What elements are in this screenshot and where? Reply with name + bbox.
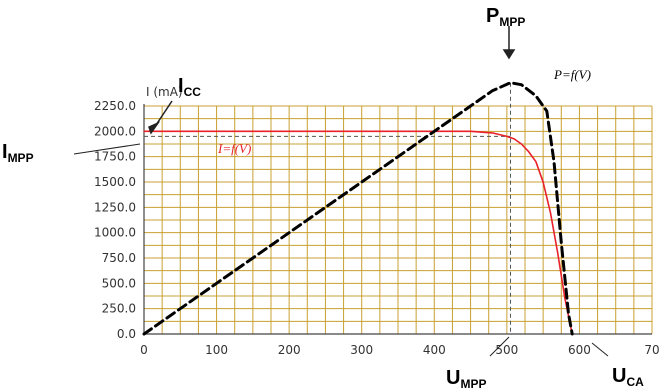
pmpp-annotation: PMPP [486, 5, 525, 29]
icc-arrowhead [148, 121, 161, 135]
axis-ticks: 0.0 250.0 500.0 750.0 1000.0 1250.0 1500.0 1750… [94, 99, 659, 357]
y-tick-label: 1750.0 [94, 150, 136, 164]
y-tick-label: 750.0 [102, 251, 136, 265]
y-axis-label: I (mA) [146, 85, 183, 99]
x-tick-label: 0 [140, 343, 148, 357]
y-tick-label: 2250.0 [94, 99, 136, 113]
uca-annotation: UCA [612, 365, 644, 389]
y-tick-label: 250.0 [102, 302, 136, 316]
impp-annotation: IMPP [2, 141, 34, 165]
series-line-power [142, 81, 574, 336]
x-tick-label: 300 [350, 343, 373, 357]
umpp-annotation: UMPP [446, 367, 486, 389]
x-tick-label: 200 [278, 343, 301, 357]
mpp-guide-lines [144, 82, 511, 334]
x-tick-label: 400 [423, 343, 446, 357]
annotation-arrows [73, 26, 609, 357]
x-tick-label: 600 [568, 343, 591, 357]
p-f-v-label: P=f(V) [553, 67, 591, 82]
chart-grid [143, 104, 653, 335]
i-f-v-label: I=f(V) [217, 141, 251, 156]
y-tick-label: 1250.0 [94, 200, 136, 214]
x-tick-label: 500 [495, 343, 518, 357]
uca-arrow [591, 342, 609, 357]
y-tick-label: 2000.0 [94, 124, 136, 138]
x-tick-label: 100 [205, 343, 228, 357]
y-tick-label: 1000.0 [94, 226, 136, 240]
y-tick-label: 0.0 [117, 327, 136, 341]
series-line-current [143, 130, 573, 335]
pmpp-arrowhead [502, 49, 516, 60]
y-tick-label: 500.0 [102, 276, 136, 290]
impp-arrow [73, 143, 141, 155]
y-tick-label: 1500.0 [94, 175, 136, 189]
icc-annotation: ICC [178, 75, 201, 99]
chart-series [142, 81, 574, 336]
umpp-arrow [489, 336, 510, 357]
x-tick-label: 70 [644, 343, 659, 357]
